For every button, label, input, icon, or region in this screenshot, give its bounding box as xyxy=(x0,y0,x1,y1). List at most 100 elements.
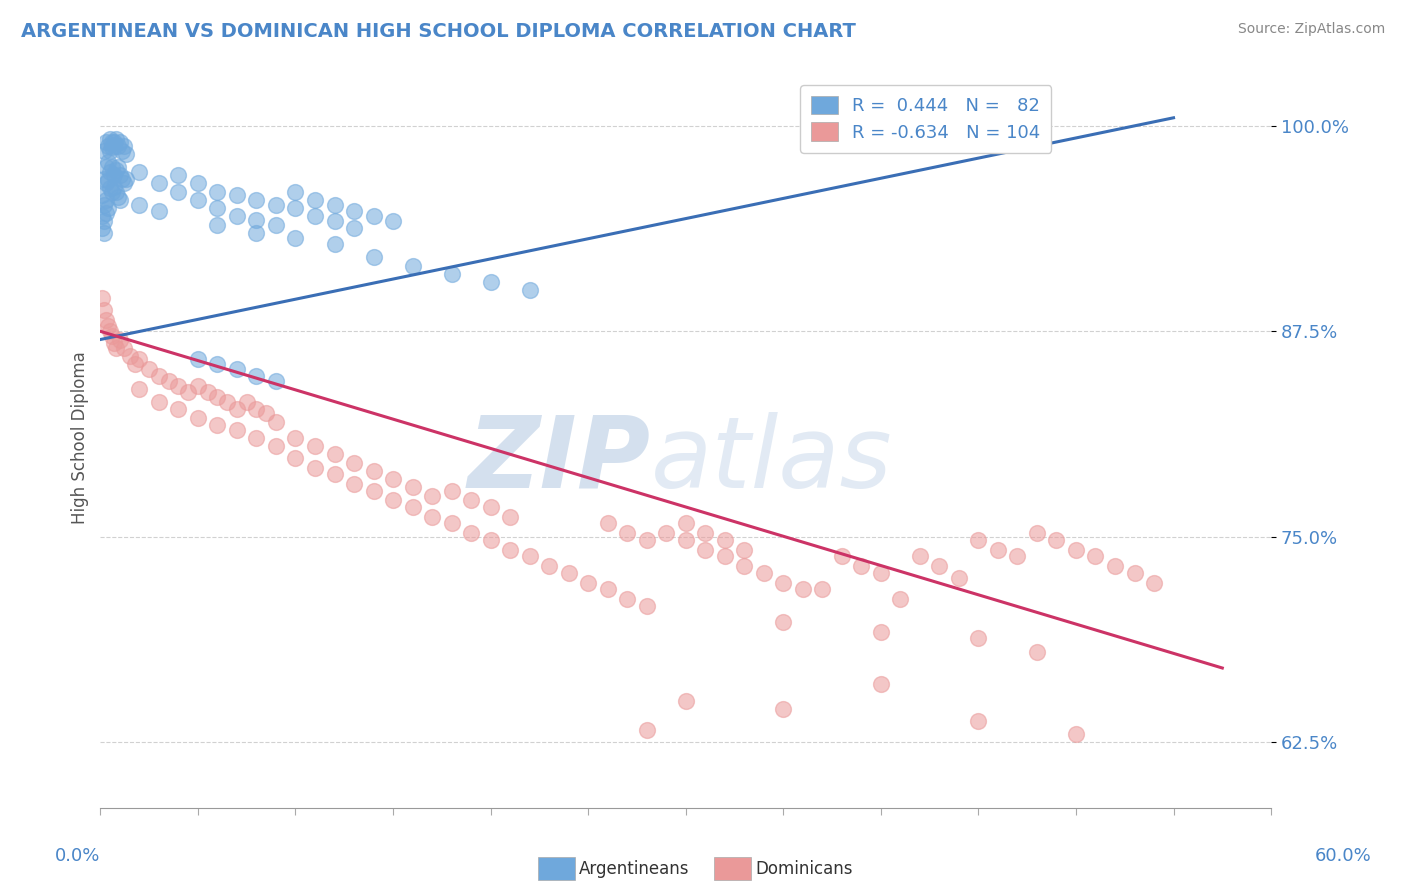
Point xyxy=(1064,542,1087,557)
Point xyxy=(207,201,229,215)
Point xyxy=(96,160,118,174)
Point xyxy=(636,533,658,547)
Point xyxy=(245,431,267,445)
Text: 60.0%: 60.0% xyxy=(1315,847,1371,865)
Point xyxy=(245,401,267,416)
Point xyxy=(363,464,385,478)
Point xyxy=(91,220,114,235)
Point xyxy=(343,456,366,470)
Point xyxy=(519,549,541,564)
Point xyxy=(636,723,658,738)
Point xyxy=(987,542,1010,557)
Point xyxy=(401,259,423,273)
Point xyxy=(98,181,121,195)
Point xyxy=(254,406,277,420)
Point xyxy=(128,382,150,396)
Point xyxy=(752,566,775,580)
Point xyxy=(167,378,190,392)
Point xyxy=(928,559,950,574)
Point xyxy=(1064,727,1087,741)
Point xyxy=(97,138,120,153)
Point xyxy=(118,349,141,363)
Point xyxy=(831,549,853,564)
Point xyxy=(363,210,385,224)
Point xyxy=(98,165,121,179)
Point xyxy=(91,188,114,202)
Point xyxy=(97,173,120,187)
Point xyxy=(207,357,229,371)
Point xyxy=(101,140,124,154)
Point xyxy=(207,417,229,432)
Point xyxy=(226,362,249,376)
Point xyxy=(91,210,114,224)
Point xyxy=(128,165,150,179)
Point xyxy=(107,138,129,153)
Point xyxy=(284,201,307,215)
Point xyxy=(382,472,405,486)
Point xyxy=(869,566,891,580)
Point xyxy=(499,542,522,557)
Point xyxy=(207,218,229,232)
Point xyxy=(187,378,209,392)
Point xyxy=(519,283,541,297)
Point xyxy=(772,615,794,629)
Point xyxy=(103,136,125,150)
Point xyxy=(733,559,755,574)
Point xyxy=(128,352,150,367)
Point xyxy=(499,509,522,524)
Point xyxy=(1026,644,1049,658)
Point xyxy=(1123,566,1146,580)
Point xyxy=(655,526,678,541)
Point xyxy=(101,160,124,174)
Point xyxy=(177,385,200,400)
Point xyxy=(245,368,267,383)
Text: atlas: atlas xyxy=(651,412,893,508)
Point xyxy=(967,632,990,646)
Point xyxy=(148,204,170,219)
Point xyxy=(401,500,423,514)
Point xyxy=(772,702,794,716)
Point xyxy=(869,624,891,639)
Point xyxy=(226,401,249,416)
Point xyxy=(103,138,125,153)
Point xyxy=(851,559,873,574)
Text: ZIP: ZIP xyxy=(468,412,651,508)
Point xyxy=(226,210,249,224)
Point xyxy=(616,526,638,541)
Point xyxy=(323,467,346,482)
Point xyxy=(207,185,229,199)
Point xyxy=(264,415,287,429)
Point xyxy=(869,677,891,691)
Text: Dominicans: Dominicans xyxy=(755,860,852,878)
Point xyxy=(157,374,180,388)
Point xyxy=(596,582,619,597)
Point xyxy=(557,566,579,580)
Point xyxy=(713,533,735,547)
Point xyxy=(93,198,115,212)
Point xyxy=(207,390,229,404)
Point xyxy=(93,226,115,240)
Point xyxy=(323,214,346,228)
Point xyxy=(98,132,121,146)
Point xyxy=(479,275,502,289)
Point xyxy=(111,144,134,158)
Point xyxy=(440,267,463,281)
Point xyxy=(93,214,115,228)
Point xyxy=(98,324,121,338)
Point xyxy=(304,193,326,207)
Point xyxy=(713,549,735,564)
Point xyxy=(1007,549,1029,564)
Point xyxy=(235,395,257,409)
Point xyxy=(1045,533,1067,547)
Point xyxy=(112,341,135,355)
Point xyxy=(1104,559,1126,574)
Point xyxy=(93,302,115,317)
Point xyxy=(104,132,127,146)
Point xyxy=(908,549,931,564)
Point xyxy=(460,526,482,541)
Point xyxy=(284,450,307,465)
Point xyxy=(108,193,131,207)
Point xyxy=(440,516,463,531)
Point xyxy=(245,212,267,227)
Point xyxy=(226,423,249,437)
